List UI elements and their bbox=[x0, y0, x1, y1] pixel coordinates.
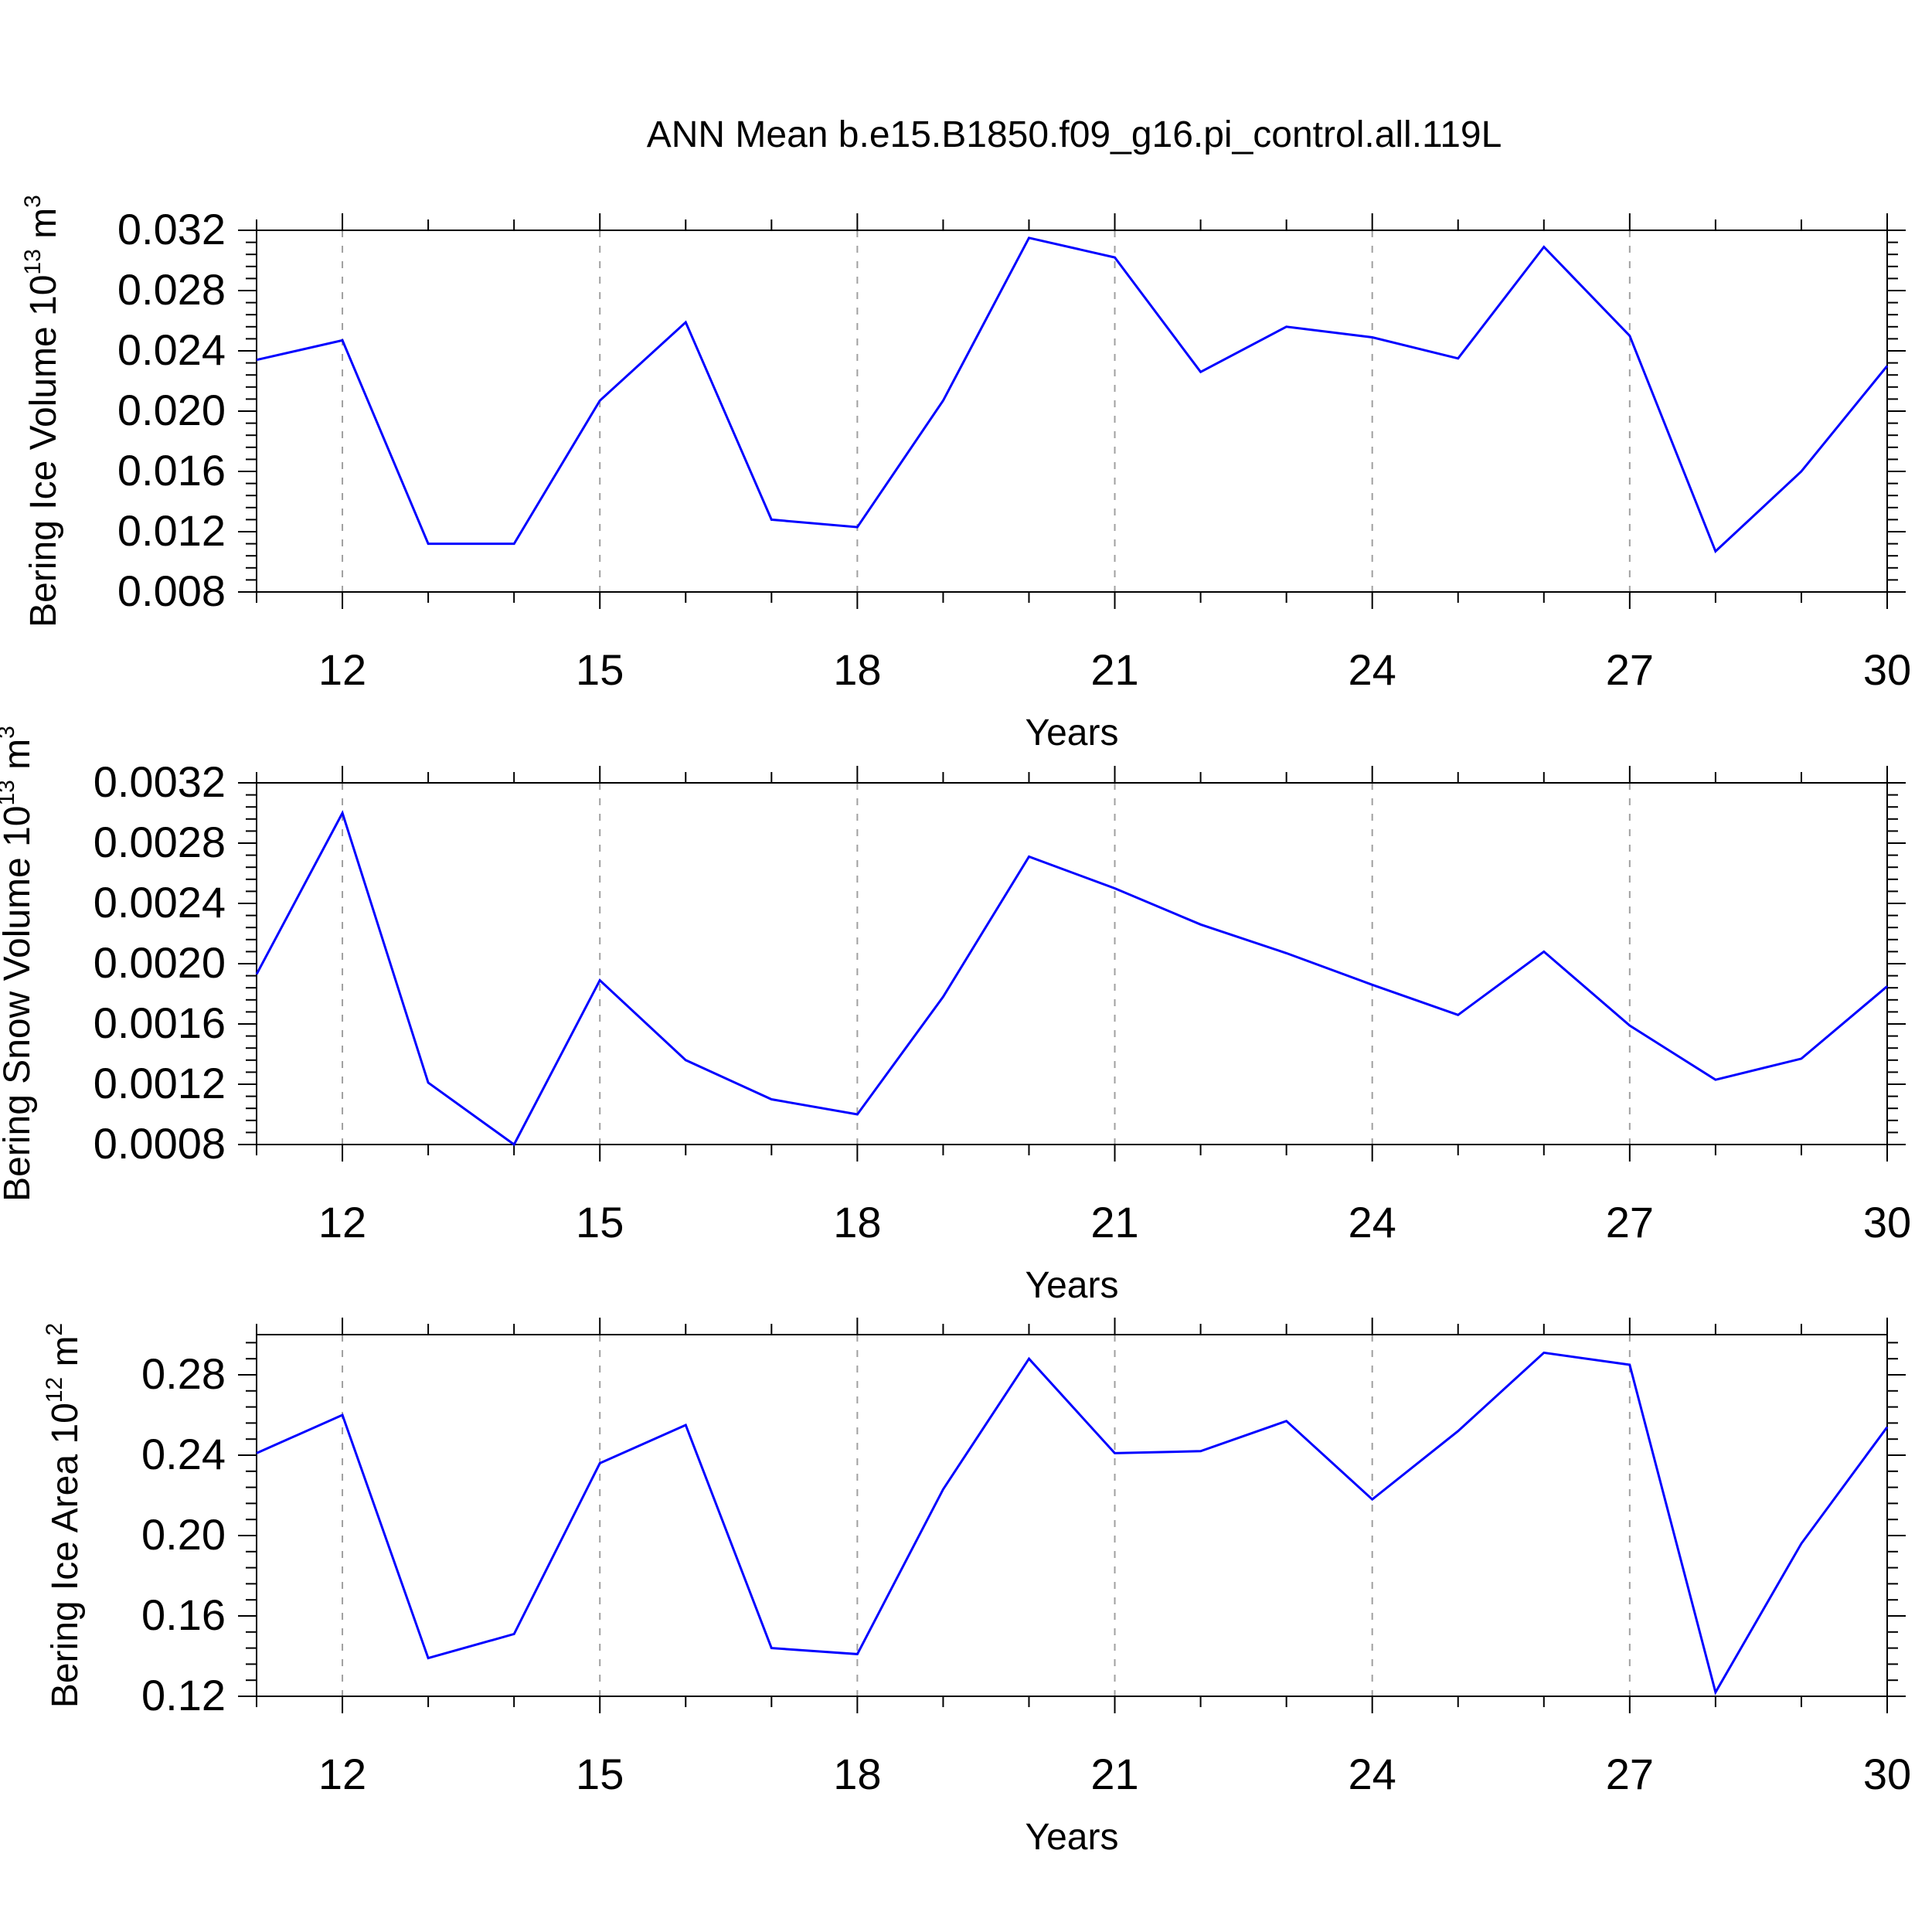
x-tick-label: 30 bbox=[1863, 645, 1911, 694]
y-tick-label: 0.0024 bbox=[94, 878, 226, 927]
y-axis-label: Bering Ice Area 1012 m2 bbox=[42, 1323, 86, 1708]
y-tick-label: 0.16 bbox=[141, 1590, 226, 1639]
x-tick-label: 18 bbox=[833, 1750, 881, 1798]
series-line bbox=[256, 236, 1889, 553]
x-axis-label: Years bbox=[1026, 1265, 1119, 1306]
x-tick-label: 24 bbox=[1349, 1750, 1396, 1798]
y-tick-label: 0.28 bbox=[141, 1349, 226, 1398]
y-tick-label: 0.020 bbox=[117, 386, 226, 434]
series-line bbox=[256, 1351, 1889, 1696]
y-tick-label: 0.24 bbox=[141, 1430, 226, 1478]
x-axis-label: Years bbox=[1026, 1817, 1119, 1858]
x-tick-label: 27 bbox=[1606, 1750, 1654, 1798]
panels: 0.008 0.012 0.016 0.020 0.024 0.028 0.032 12 15 1… bbox=[0, 195, 1911, 1858]
y-tick-label: 0.0032 bbox=[94, 757, 226, 806]
y-tick-label: 0.0020 bbox=[94, 938, 226, 987]
y-axis-label: Bering Snow Volume 1013 m3 bbox=[0, 726, 38, 1202]
x-tick-label: 21 bbox=[1090, 1198, 1138, 1247]
y-tick-label: 0.12 bbox=[141, 1671, 226, 1719]
x-tick-label: 27 bbox=[1606, 1198, 1654, 1247]
y-tick-label: 0.028 bbox=[117, 265, 226, 314]
series-line bbox=[255, 810, 1888, 1147]
x-tick-label: 12 bbox=[318, 1750, 366, 1798]
x-tick-label: 18 bbox=[833, 645, 881, 694]
x-axis-label: Years bbox=[1026, 713, 1119, 753]
x-tick-label: 24 bbox=[1349, 645, 1396, 694]
chart-panel-3: 0.12 0.16 0.20 0.24 0.28 12 15 18 21 24 27 30 Years B… bbox=[42, 1318, 1911, 1858]
x-tick-label: 21 bbox=[1090, 645, 1138, 694]
x-tick-label: 24 bbox=[1349, 1198, 1396, 1247]
y-tick-label: 0.016 bbox=[117, 446, 226, 495]
x-tick-label: 30 bbox=[1863, 1198, 1911, 1247]
y-axis-label: Bering Ice Volume 1013 m3 bbox=[20, 195, 64, 628]
x-tick-label: 12 bbox=[318, 645, 366, 694]
plot-frame bbox=[256, 1334, 1888, 1697]
y-tick-label: 0.0016 bbox=[94, 998, 226, 1047]
x-tick-label: 15 bbox=[576, 1750, 624, 1798]
y-tick-label: 0.008 bbox=[117, 566, 226, 615]
x-tick-label: 21 bbox=[1090, 1750, 1138, 1798]
y-tick-label: 0.032 bbox=[117, 205, 226, 253]
y-tick-label: 0.024 bbox=[117, 325, 226, 374]
y-tick-label: 0.012 bbox=[117, 506, 226, 555]
y-tick-label: 0.0012 bbox=[94, 1059, 226, 1107]
x-tick-label: 30 bbox=[1863, 1750, 1911, 1798]
x-tick-label: 12 bbox=[318, 1198, 366, 1247]
y-tick-label: 0.20 bbox=[141, 1510, 226, 1559]
y-tick-label: 0.0008 bbox=[94, 1119, 226, 1168]
chart-panel-2: 0.0008 0.0012 0.0016 0.0020 0.0024 0.0028 0.00… bbox=[0, 726, 1911, 1306]
y-tick-label: 0.0028 bbox=[94, 818, 226, 866]
figure-title: ANN Mean b.e15.B1850.f09_g16.pi_control.… bbox=[647, 114, 1502, 155]
x-tick-label: 27 bbox=[1606, 645, 1654, 694]
x-tick-label: 15 bbox=[576, 645, 624, 694]
chart-panel-1: 0.008 0.012 0.016 0.020 0.024 0.028 0.032 12 15 1… bbox=[20, 195, 1911, 753]
x-tick-label: 18 bbox=[833, 1198, 881, 1247]
x-tick-label: 15 bbox=[576, 1198, 624, 1247]
